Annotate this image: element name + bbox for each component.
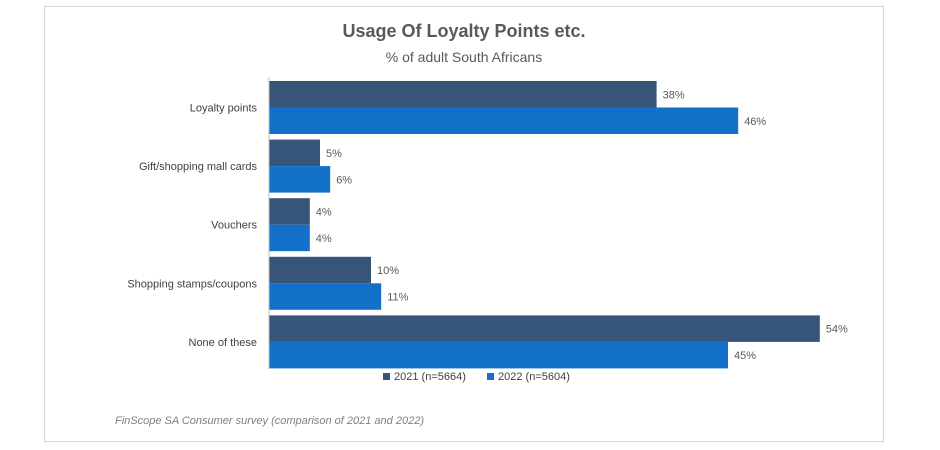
data-label: 6%: [336, 174, 352, 186]
data-label: 4%: [316, 233, 332, 245]
bar-series1-3: [269, 256, 371, 284]
category-label: Loyalty points: [190, 103, 258, 115]
data-label: 45%: [734, 350, 756, 362]
data-label: 4%: [316, 206, 332, 218]
data-label: 54%: [826, 324, 848, 336]
bar-series2-4: [269, 341, 728, 369]
chart-title: Usage Of Loyalty Points etc.: [342, 21, 586, 41]
bar-series2-0: [269, 107, 739, 134]
data-label: 38%: [663, 89, 685, 101]
category-label: Vouchers: [211, 220, 257, 232]
data-label: 46%: [744, 116, 766, 128]
legend-swatch: [383, 373, 390, 380]
legend-swatch: [487, 373, 494, 380]
bar-series1-2: [269, 198, 310, 225]
chart-subtitle: % of adult South Africans: [385, 49, 543, 65]
bar-series2-2: [269, 224, 310, 252]
data-label: 5%: [326, 148, 342, 160]
category-label: None of these: [189, 337, 258, 349]
legend-entry: 2022 (n=5604): [498, 371, 570, 383]
legend-entry: 2021 (n=5664): [394, 371, 466, 383]
category-label: Shopping stamps/coupons: [127, 278, 257, 290]
category-label: Gift/shopping mall cards: [139, 161, 257, 173]
chart-frame: Usage Of Loyalty Points etc. % of adult …: [44, 6, 884, 442]
data-label: 11%: [387, 292, 408, 304]
chart-source-note: FinScope SA Consumer survey (comparison …: [115, 415, 424, 427]
bar-series1-4: [269, 315, 820, 342]
data-label: 10%: [377, 265, 399, 277]
bar-chart: 38% 46% Loyalty points 5% 6% Gift/shopping ma…: [127, 77, 848, 383]
bar-series2-3: [269, 283, 382, 310]
bar-series1-1: [269, 139, 320, 167]
bar-series2-1: [269, 166, 331, 193]
bar-series1-0: [269, 81, 657, 108]
